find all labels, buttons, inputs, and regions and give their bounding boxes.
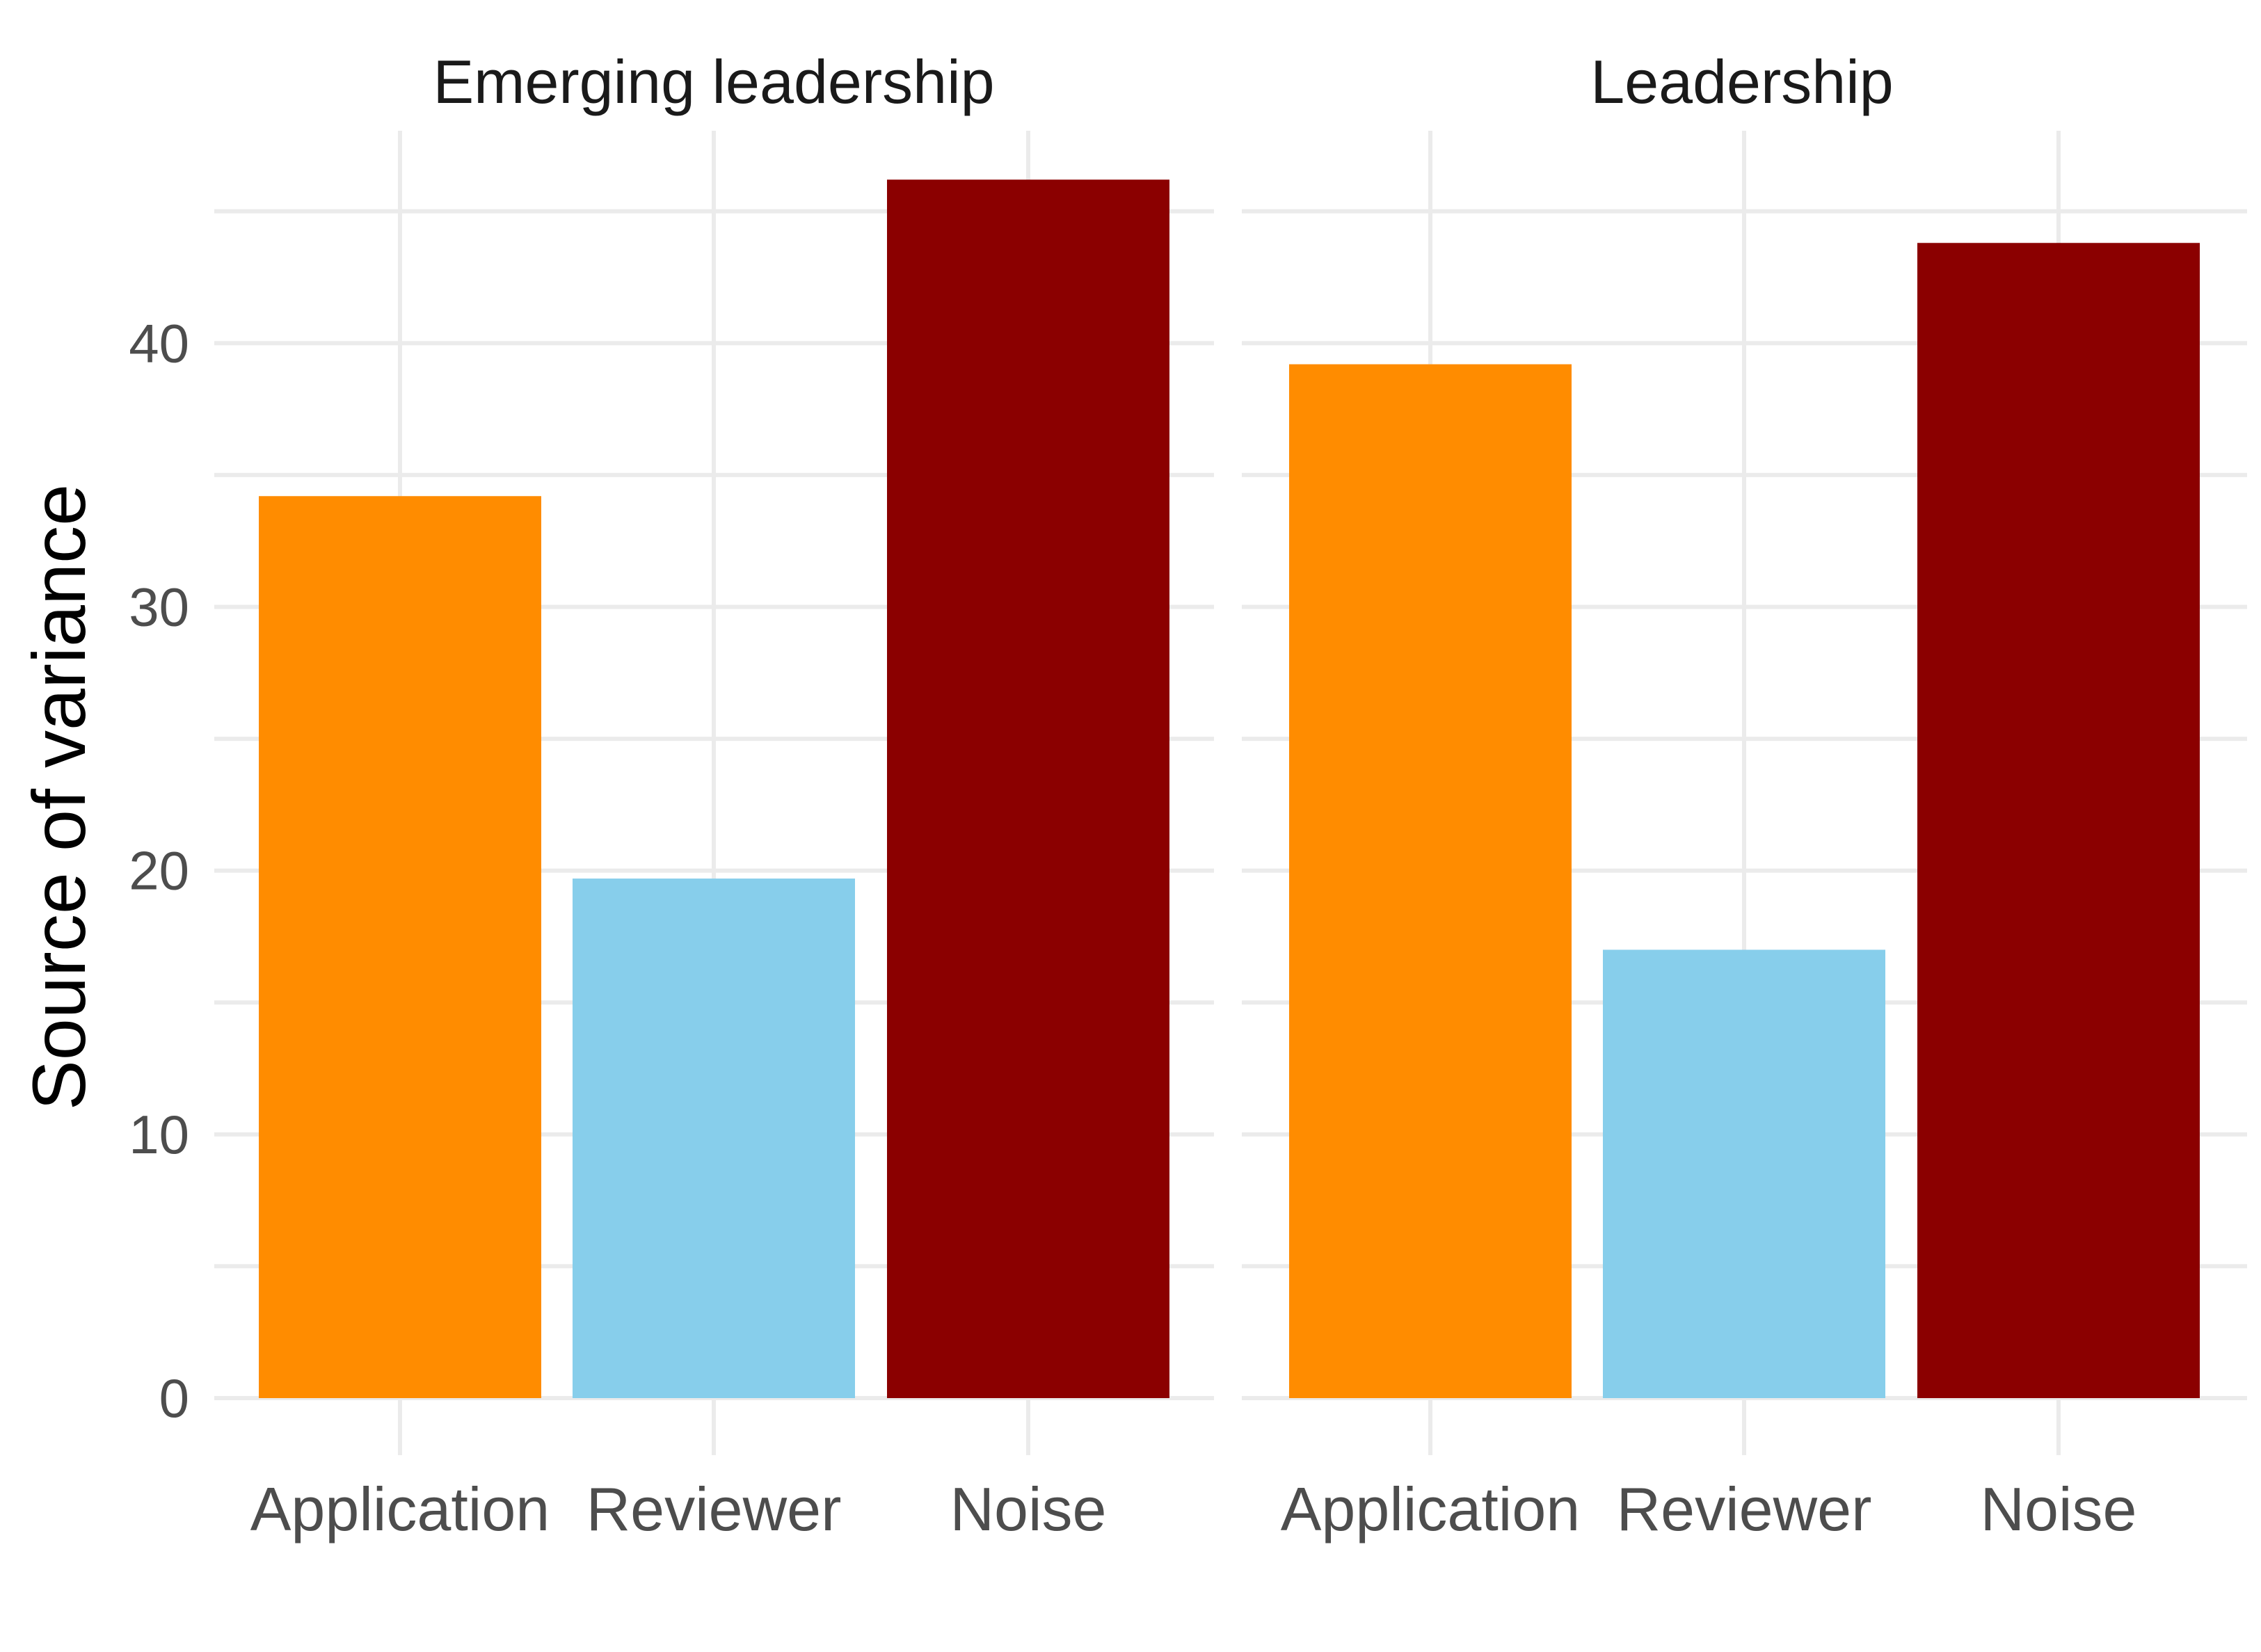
bar-leadership-noise <box>1917 243 2200 1398</box>
bar-leadership-reviewer <box>1603 949 1885 1398</box>
x-tick-label-emerging-leadership-application: Application <box>250 1475 550 1543</box>
x-tick-label-emerging-leadership-noise: Noise <box>950 1475 1107 1543</box>
bar-emerging-leadership-noise <box>887 179 1169 1398</box>
y-tick-label-30: 30 <box>129 577 189 638</box>
facet-title-emerging-leadership: Emerging leadership <box>433 47 994 116</box>
x-tick-label-leadership-application: Application <box>1281 1475 1581 1543</box>
facet-panel-emerging-leadership: Emerging leadership Application Reviewer N… <box>214 47 1214 1543</box>
y-tick-label-20: 20 <box>129 840 189 901</box>
x-tick-label-emerging-leadership-reviewer: Reviewer <box>586 1475 842 1543</box>
bar-emerging-leadership-reviewer <box>573 879 855 1398</box>
facet-title-leadership: Leadership <box>1590 47 1893 116</box>
y-tick-label-10: 10 <box>129 1104 189 1165</box>
bar-leadership-application <box>1289 364 1572 1398</box>
y-tick-label-40: 40 <box>129 312 189 374</box>
x-tick-label-leadership-reviewer: Reviewer <box>1617 1475 1872 1543</box>
facet-panel-leadership: Leadership Application Reviewer Noise <box>1242 47 2247 1543</box>
y-axis: Source of variance 0 10 20 30 40 <box>17 312 189 1429</box>
y-axis-title: Source of variance <box>17 484 101 1111</box>
bar-emerging-leadership-application <box>259 496 541 1398</box>
y-tick-label-0: 0 <box>159 1368 189 1429</box>
x-tick-label-leadership-noise: Noise <box>1981 1475 2137 1543</box>
y-tick-labels: 0 10 20 30 40 <box>129 312 189 1429</box>
